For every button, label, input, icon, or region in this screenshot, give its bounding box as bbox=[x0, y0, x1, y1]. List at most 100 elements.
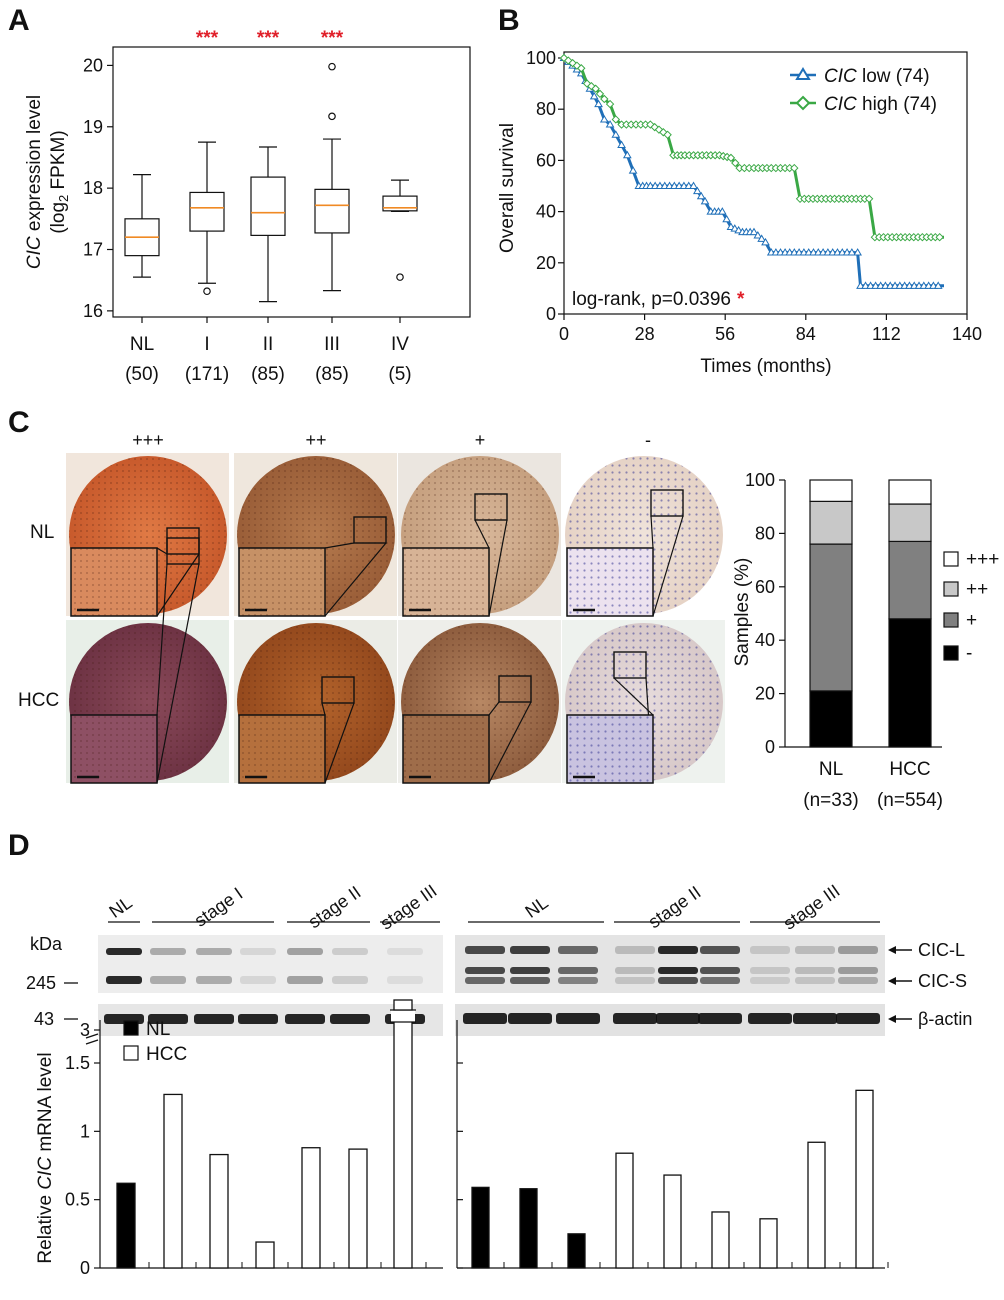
panel-c-zoom-region bbox=[321, 676, 355, 704]
panel-a-significance-stars: *** bbox=[196, 28, 219, 49]
panel-c-zoom-region bbox=[474, 493, 508, 521]
panel-d-right-bar bbox=[663, 1174, 682, 1269]
panel-b-x-tick-label: 140 bbox=[952, 324, 982, 344]
panel-d-blot-images bbox=[98, 935, 885, 1036]
panel-d-band-cicl bbox=[387, 948, 423, 955]
panel-c-zoom-guide bbox=[324, 542, 387, 617]
panel-c-row-label-nl: NL bbox=[30, 522, 54, 543]
panel-d-band-actin bbox=[238, 1014, 278, 1024]
panel-d-band-actin bbox=[656, 1013, 700, 1024]
panel-c-zoom-inset-texture bbox=[567, 715, 653, 783]
panel-d-mrna-bars: 0 0.5 1 1.5 3 NL HCC Relative CIC mRNA level bbox=[35, 999, 889, 1278]
panel-a-count-label: (85) bbox=[251, 364, 285, 385]
panel-d-marker-43: 43 bbox=[34, 1009, 54, 1029]
panel-c-zoom-guide bbox=[156, 547, 168, 555]
panel-d-band-cics bbox=[795, 977, 835, 984]
panel-a-significance-stars: *** bbox=[257, 28, 280, 49]
panel-d-left-bar-break-gap bbox=[391, 1010, 415, 1022]
panel-b-low-marker bbox=[749, 227, 759, 236]
panel-b-high-marker bbox=[790, 163, 799, 173]
panel-a-count-label: (50) bbox=[125, 364, 159, 385]
panel-b-low-marker bbox=[753, 231, 763, 239]
panel-d-band-cics bbox=[838, 977, 878, 984]
panel-c-zoom-inset-texture bbox=[71, 548, 157, 616]
panel-d-band-actin bbox=[285, 1014, 325, 1024]
panel-c-zoom-guide bbox=[156, 563, 168, 716]
panel-a-box bbox=[250, 176, 286, 236]
panel-d-left-group-label: stage II bbox=[305, 882, 365, 932]
panel-c-bar-segment bbox=[888, 503, 932, 543]
panel-b-legend-label: CIC high (74) bbox=[824, 94, 937, 115]
panel-b-high-marker bbox=[591, 84, 600, 93]
panel-a-y-tick-label: 19 bbox=[83, 117, 103, 137]
panel-d-right-cic-blot bbox=[455, 935, 885, 993]
panel-c-zoom-guide bbox=[488, 701, 532, 784]
panel-d-band-actin bbox=[698, 1013, 742, 1024]
panel-c-legend-swatch bbox=[943, 645, 959, 661]
panel-c-zoom-guide bbox=[324, 542, 355, 549]
panel-d-legend-swatch bbox=[123, 1020, 139, 1036]
panel-a-boxplot: 16 17 18 19 20 NL (50) I (171) *** II (85) *** III (8… bbox=[24, 28, 471, 385]
panel-d-left-bar bbox=[116, 1182, 136, 1269]
panel-d-right-bar bbox=[759, 1218, 778, 1269]
panel-a-plot-frame bbox=[112, 46, 471, 318]
panel-a-count-label: (171) bbox=[185, 364, 229, 385]
panel-c-grade-label: - bbox=[645, 430, 651, 450]
panel-d-band-cics bbox=[240, 976, 276, 984]
panel-a-y-axis-title-line2: (log2 FPKM) bbox=[48, 130, 71, 233]
panel-a-boxes bbox=[124, 62, 418, 303]
panel-d-band-cics bbox=[558, 977, 598, 984]
panel-c-zoom-guide bbox=[324, 702, 355, 784]
panel-c-y-tick-label: 60 bbox=[755, 577, 775, 597]
panel-d-kda-label: kDa bbox=[30, 934, 63, 954]
panel-d-band-cicl bbox=[838, 946, 878, 954]
panel-c-count-label: (n=554) bbox=[877, 790, 943, 811]
panel-b-axes: 0 28 56 84 112 140 0 20 40 60 80 100 bbox=[526, 48, 982, 344]
panel-d-band-arrowhead bbox=[888, 977, 896, 985]
panel-c-zoom-region bbox=[353, 516, 387, 544]
panel-d-band-cicl bbox=[332, 948, 368, 955]
panel-b-legend-marker bbox=[795, 95, 811, 111]
panel-c-grade-label: + bbox=[475, 430, 486, 450]
panel-a-y-tick-label: 17 bbox=[83, 240, 103, 260]
panel-letter-b: B bbox=[498, 4, 520, 37]
panel-b-high-marker bbox=[564, 56, 573, 65]
panel-b-low-marker bbox=[700, 196, 710, 205]
panel-c-zoom-guide bbox=[321, 702, 326, 716]
panel-d-legend-swatch bbox=[123, 1045, 139, 1061]
panel-a-box bbox=[189, 191, 225, 232]
panel-b-low-marker bbox=[761, 237, 770, 246]
panel-d-band-cics bbox=[465, 967, 505, 974]
panel-c-zoom-inset-texture bbox=[239, 715, 325, 783]
panel-d-y-tick-label: 3 bbox=[80, 1020, 90, 1040]
panel-b-legend-label: CIC low (74) bbox=[824, 66, 930, 87]
panel-b-low-marker bbox=[611, 130, 621, 138]
panel-c-count-label: (n=33) bbox=[803, 790, 858, 811]
panel-d-band-cics bbox=[700, 967, 740, 974]
panel-c-legend-swatch bbox=[943, 581, 959, 597]
panel-c-category-label: HCC bbox=[889, 759, 930, 780]
panel-c-bar-segment bbox=[888, 618, 932, 748]
panel-c-zoom-region bbox=[498, 675, 532, 703]
panel-b-high-marker bbox=[731, 158, 740, 168]
panel-a-y-tick-label: 18 bbox=[83, 178, 103, 198]
panel-d-band-cics bbox=[700, 977, 740, 984]
panel-c-bar-segment bbox=[809, 690, 853, 748]
panel-c-zoom-guide bbox=[652, 515, 684, 617]
panel-b-legend: CIC low (74) CIC high (74) bbox=[790, 66, 937, 115]
panel-b-low-marker bbox=[693, 186, 702, 195]
panel-d-y-tick-label: 1.5 bbox=[65, 1053, 90, 1073]
panel-c-bar-legend: ++++++- bbox=[943, 549, 999, 664]
panel-b-high-marker bbox=[654, 125, 664, 134]
panel-c-bar-segment bbox=[888, 479, 932, 505]
panel-d-band-actin bbox=[508, 1013, 552, 1024]
panel-d-band-cics bbox=[510, 977, 550, 984]
panel-b-high-marker bbox=[659, 128, 668, 137]
panel-b-plot-frame bbox=[563, 51, 968, 315]
panel-d-y-tick-label: 1 bbox=[80, 1121, 90, 1141]
panel-c-zoom-guide bbox=[488, 701, 500, 716]
panel-b-high-marker bbox=[605, 99, 615, 109]
